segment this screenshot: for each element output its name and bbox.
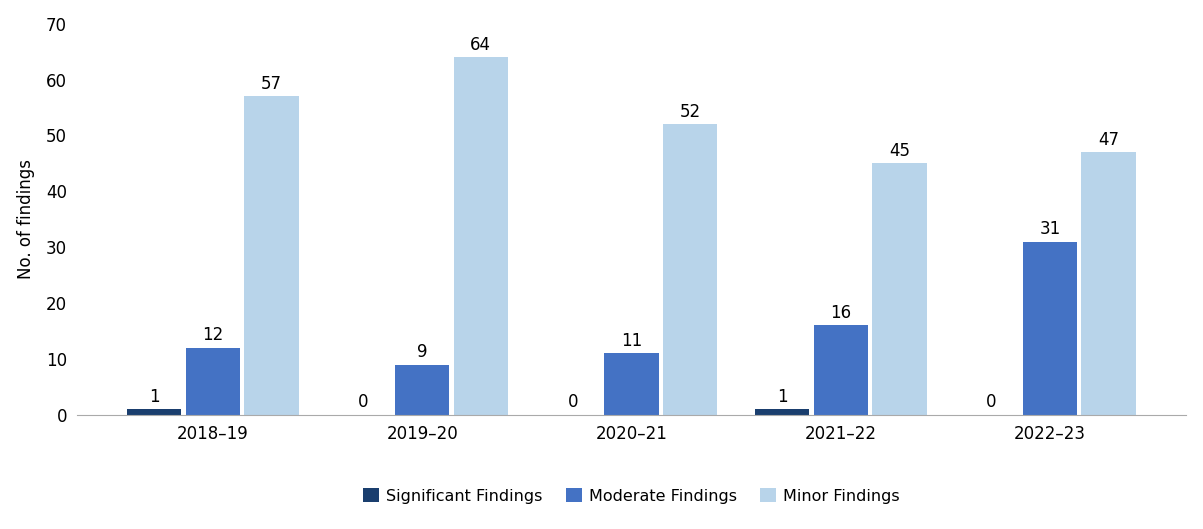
Text: 16: 16 xyxy=(830,304,852,322)
Legend: Significant Findings, Moderate Findings, Minor Findings: Significant Findings, Moderate Findings,… xyxy=(357,481,906,510)
Bar xyxy=(454,57,508,415)
Text: 52: 52 xyxy=(680,103,700,121)
Text: 12: 12 xyxy=(202,326,224,344)
Bar xyxy=(185,348,241,415)
Text: 0: 0 xyxy=(986,394,997,412)
Text: 0: 0 xyxy=(358,394,369,412)
Text: 1: 1 xyxy=(149,388,160,406)
Text: 11: 11 xyxy=(621,332,642,350)
Text: 0: 0 xyxy=(568,394,579,412)
Bar xyxy=(604,353,659,415)
Bar xyxy=(244,96,298,415)
Bar xyxy=(755,409,810,415)
Bar xyxy=(1081,152,1136,415)
Text: 1: 1 xyxy=(777,388,788,406)
Bar xyxy=(128,409,182,415)
Text: 57: 57 xyxy=(261,75,282,93)
Text: 64: 64 xyxy=(470,36,491,54)
Text: 9: 9 xyxy=(417,343,427,361)
Text: 45: 45 xyxy=(889,142,909,160)
Bar xyxy=(813,325,869,415)
Bar xyxy=(663,124,717,415)
Bar xyxy=(1023,242,1078,415)
Bar xyxy=(395,364,450,415)
Text: 47: 47 xyxy=(1098,131,1119,149)
Bar xyxy=(872,163,926,415)
Text: 31: 31 xyxy=(1039,220,1061,238)
Y-axis label: No. of findings: No. of findings xyxy=(17,159,35,279)
